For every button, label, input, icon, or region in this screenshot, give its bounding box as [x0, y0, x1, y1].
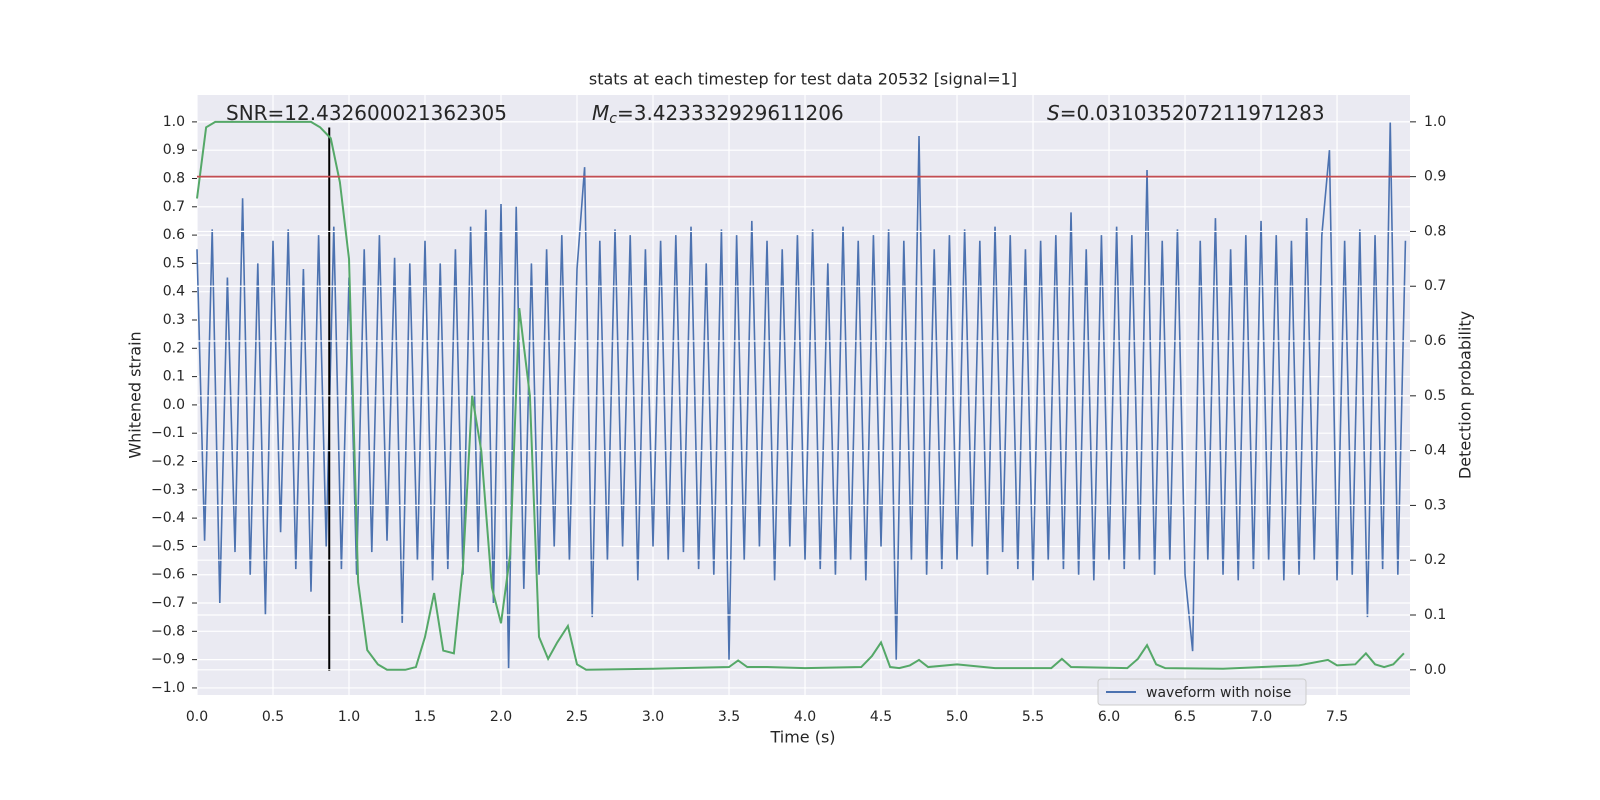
x-tick-label: 7.5: [1326, 709, 1348, 725]
y2-tick-label: 0.2: [1424, 552, 1446, 568]
y-tick-label: −0.4: [151, 510, 185, 526]
y2-tick-label: 0.5: [1424, 388, 1446, 404]
y-tick-label: −1.0: [151, 680, 185, 696]
y-tick-label: 0.6: [163, 227, 185, 243]
y-tick-label: 0.4: [163, 284, 185, 300]
annotation-text: SNR=12.432600021362305: [226, 101, 507, 125]
y-tick-label: −0.6: [151, 567, 185, 583]
x-tick-label: 3.5: [718, 709, 740, 725]
x-axis-label: Time (s): [769, 728, 835, 747]
y-tick-label: 0.9: [163, 142, 185, 158]
y-tick-label: −0.7: [151, 595, 185, 611]
y2-tick-label: 0.0: [1424, 662, 1446, 678]
x-tick-label: 6.5: [1174, 709, 1196, 725]
y-tick-label: −0.2: [151, 454, 185, 470]
annotation-symbol: M: [592, 101, 609, 125]
annotation-symbol: S: [1047, 101, 1060, 125]
y2-tick-label: 0.1: [1424, 607, 1446, 623]
y2-tick-label: 0.7: [1424, 278, 1446, 294]
probability-line: [196, 120, 1405, 671]
y-axis-label: Whitened strain: [126, 331, 145, 458]
y-tick-label: 0.7: [163, 199, 185, 215]
annotation-subscript: c: [609, 111, 617, 127]
x-tick-label: 4.0: [794, 709, 816, 725]
y2-tick-label: 0.9: [1424, 169, 1446, 185]
x-tick-label: 6.0: [1098, 709, 1120, 725]
y-tick-label: 0.8: [163, 170, 185, 186]
y-tick-label: −0.3: [151, 482, 185, 498]
y2-tick-label: 0.3: [1424, 497, 1446, 513]
y2-tick-label: 0.8: [1424, 223, 1446, 239]
y2-tick-label: 1.0: [1424, 114, 1446, 130]
x-tick-label: 1.0: [338, 709, 360, 725]
annotation: S=0.031035207211971283: [1047, 101, 1325, 125]
y-tick-label: 1.0: [163, 114, 185, 130]
x-tick-label: 2.5: [566, 709, 588, 725]
annotation: SNR=12.432600021362305: [226, 101, 507, 125]
x-tick-label: 5.5: [1022, 709, 1044, 725]
annotation-text: =0.031035207211971283: [1060, 101, 1325, 125]
annotation: Mc=3.423332929611206: [592, 101, 844, 128]
y-tick-label: −0.9: [151, 652, 185, 668]
waveform-line: [196, 121, 1407, 669]
y-tick-label: 0.5: [163, 255, 185, 271]
y-tick-label: 0.3: [163, 312, 185, 328]
x-tick-label: 3.0: [642, 709, 664, 725]
chart-title: stats at each timestep for test data 205…: [589, 70, 1017, 89]
y2-tick-label: 0.4: [1424, 443, 1446, 459]
y-tick-label: −0.1: [151, 425, 185, 441]
x-tick-label: 5.0: [946, 709, 968, 725]
legend-label: waveform with noise: [1146, 685, 1291, 701]
y-tick-label: 0.1: [163, 369, 185, 385]
legend-box: [1097, 678, 1307, 706]
x-tick-label: 0.0: [186, 709, 208, 725]
x-tick-label: 1.5: [414, 709, 436, 725]
plot-background: [197, 95, 1410, 695]
x-tick-label: 7.0: [1250, 709, 1272, 725]
x-tick-label: 4.5: [870, 709, 892, 725]
y2-axis-label: Detection probability: [1456, 311, 1475, 479]
y-tick-label: −0.5: [151, 538, 185, 554]
y-tick-label: 0.2: [163, 340, 185, 356]
y2-tick-label: 0.6: [1424, 333, 1446, 349]
x-tick-label: 2.0: [490, 709, 512, 725]
y-tick-label: −0.8: [151, 623, 185, 639]
annotation-text: =3.423332929611206: [617, 101, 844, 125]
y-tick-label: 0.0: [163, 397, 185, 413]
x-tick-label: 0.5: [262, 709, 284, 725]
